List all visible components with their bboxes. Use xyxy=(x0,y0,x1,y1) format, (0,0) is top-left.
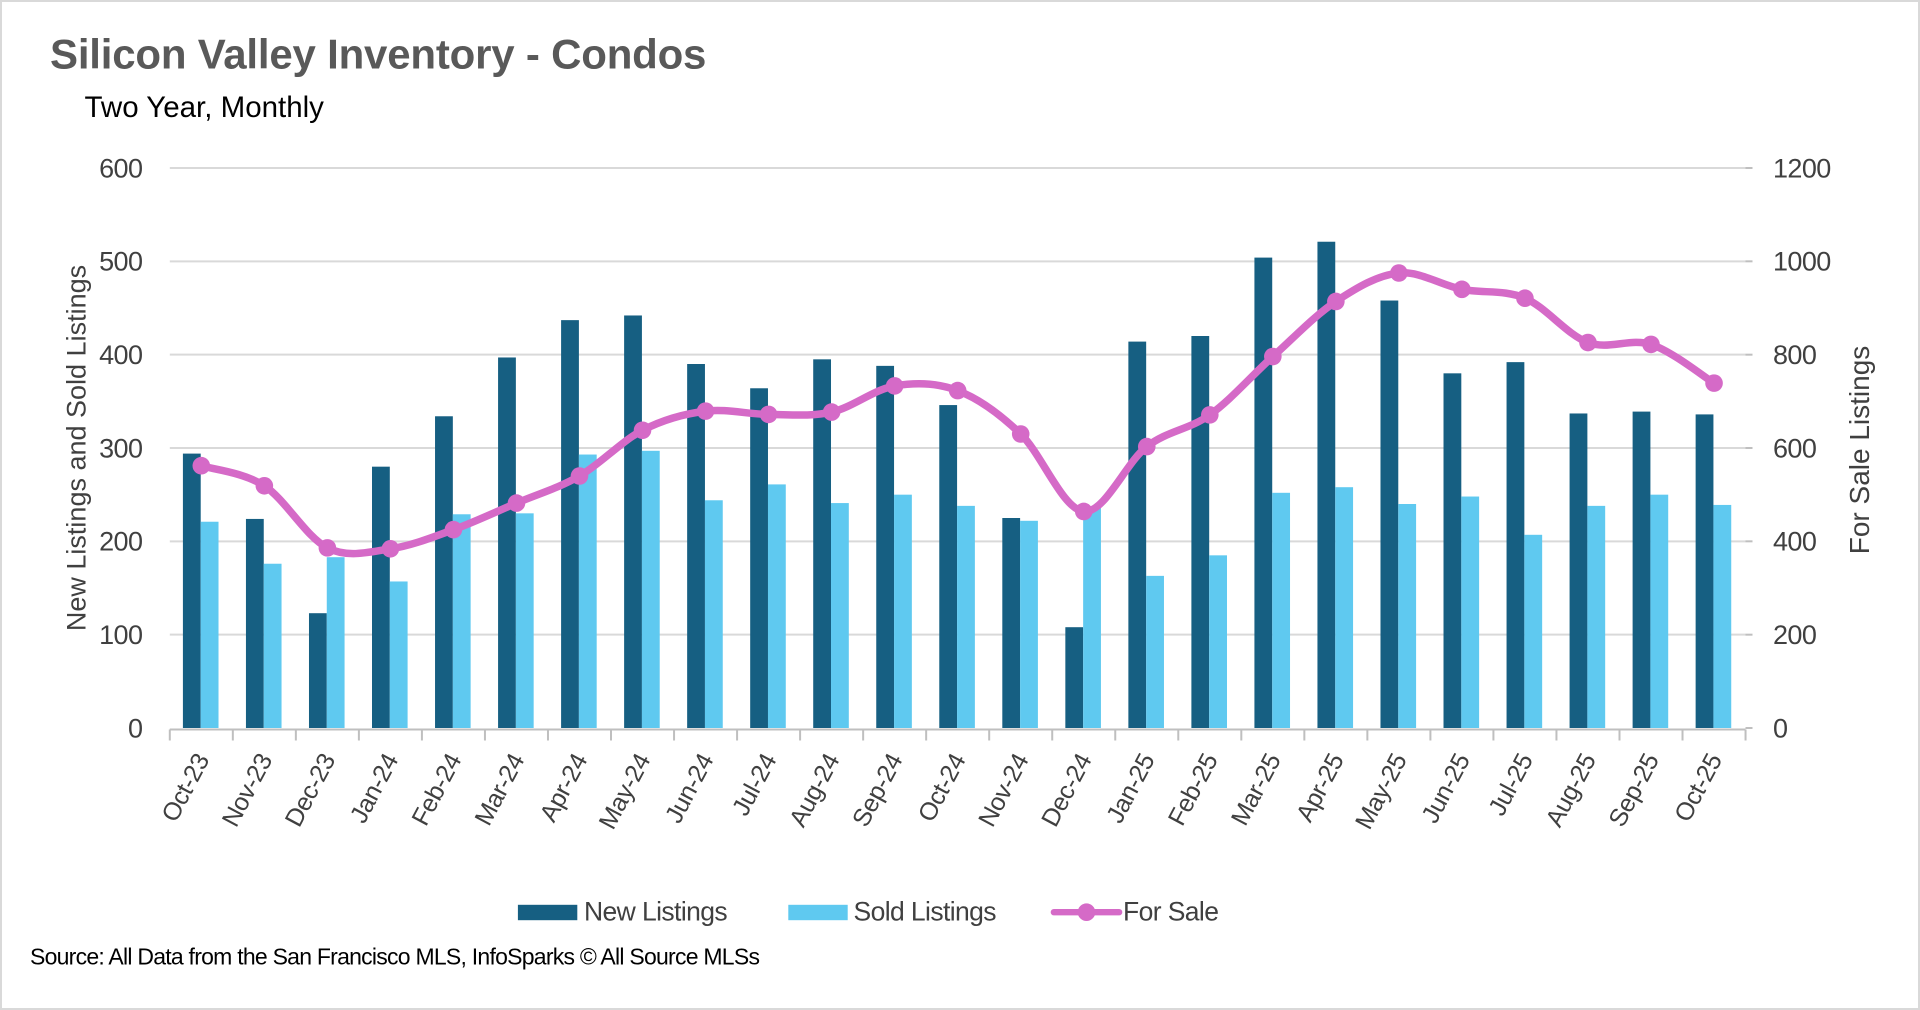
svg-text:Sold Listings: Sold Listings xyxy=(854,896,997,926)
svg-text:New Listings: New Listings xyxy=(584,896,727,926)
svg-text:200: 200 xyxy=(99,527,142,557)
svg-text:For Sale Listings: For Sale Listings xyxy=(1844,346,1875,555)
svg-text:300: 300 xyxy=(99,433,142,463)
svg-text:600: 600 xyxy=(1773,433,1816,463)
svg-text:400: 400 xyxy=(1773,527,1816,557)
svg-text:Two Year, Monthly: Two Year, Monthly xyxy=(85,91,325,124)
svg-text:New Listings and Sold Listings: New Listings and Sold Listings xyxy=(61,265,91,631)
svg-text:800: 800 xyxy=(1773,340,1816,370)
svg-text:500: 500 xyxy=(99,247,142,277)
svg-text:For Sale: For Sale xyxy=(1123,896,1218,926)
svg-text:400: 400 xyxy=(99,340,142,370)
svg-text:600: 600 xyxy=(99,153,142,183)
svg-text:Silicon Valley Inventory - Con: Silicon Valley Inventory - Condos xyxy=(50,31,706,78)
svg-text:0: 0 xyxy=(1773,713,1787,743)
svg-text:0: 0 xyxy=(128,713,142,743)
svg-text:200: 200 xyxy=(1773,620,1816,650)
svg-text:Source: All Data from the San: Source: All Data from the San Francisco … xyxy=(30,943,759,969)
svg-text:1200: 1200 xyxy=(1773,153,1831,183)
svg-text:100: 100 xyxy=(99,620,142,650)
svg-text:1000: 1000 xyxy=(1773,247,1831,277)
